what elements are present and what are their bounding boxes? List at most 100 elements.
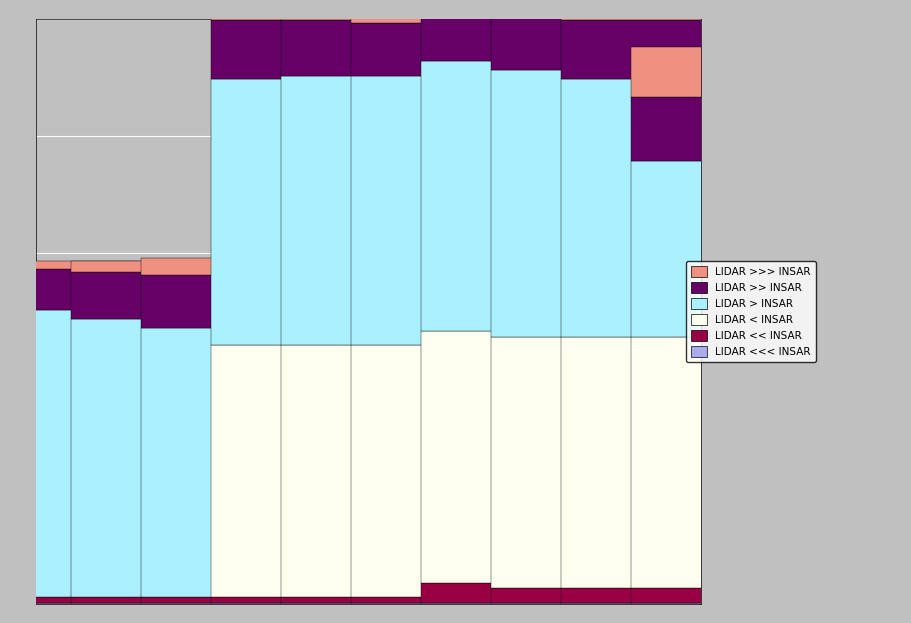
Bar (141, 597, 307, 603)
Bar (71, 319, 237, 597)
Bar (281, 597, 447, 603)
Bar (0, 264, 27, 269)
Bar (421, 12, 588, 62)
Bar (781, 69, 911, 124)
Bar (561, 603, 728, 604)
Bar (291, 597, 456, 603)
Bar (71, 272, 237, 319)
Bar (851, 69, 911, 133)
Bar (211, 21, 377, 79)
Bar (1, 269, 168, 310)
Bar (0, 264, 97, 269)
Bar (71, 597, 237, 603)
Bar (851, 587, 911, 604)
Bar (0, 603, 97, 604)
Bar (0, 305, 97, 597)
Bar (291, 260, 456, 272)
Bar (431, 597, 597, 603)
Bar (281, 76, 447, 346)
Bar (281, 21, 447, 76)
Bar (640, 602, 807, 604)
Bar (851, 320, 911, 572)
Bar (352, 597, 517, 603)
Bar (421, 583, 588, 603)
Bar (491, 336, 658, 589)
Bar (711, 554, 877, 587)
Bar (631, 589, 798, 603)
Bar (421, 603, 588, 604)
Bar (352, 24, 517, 76)
Bar (0, 603, 27, 604)
Bar (211, 346, 377, 597)
Bar (421, 331, 588, 583)
Bar (352, 76, 517, 346)
Bar (570, 597, 737, 603)
Bar (501, 599, 667, 604)
Bar (71, 603, 237, 604)
Bar (1, 310, 168, 597)
Bar (781, 51, 911, 69)
Bar (431, 9, 597, 26)
Bar (0, 305, 27, 597)
Bar (781, 575, 911, 589)
Bar (211, 603, 377, 604)
Bar (211, 3, 377, 21)
Bar (570, 346, 737, 597)
Bar (80, 537, 247, 554)
Bar (1, 603, 168, 604)
Bar (781, 589, 911, 604)
Bar (570, 14, 737, 32)
Bar (0, 597, 27, 603)
Bar (10, 600, 177, 603)
Bar (0, 269, 97, 305)
Bar (421, 62, 588, 331)
Bar (211, 79, 377, 346)
Bar (291, 328, 456, 597)
Bar (291, 603, 456, 604)
Bar (561, 3, 728, 21)
Bar (570, 88, 737, 346)
Bar (141, 275, 307, 328)
Bar (10, 568, 177, 600)
Bar (570, 603, 737, 604)
Bar (431, 603, 597, 604)
Bar (291, 272, 456, 328)
Bar (491, 0, 658, 17)
Bar (80, 599, 247, 603)
Bar (640, 567, 807, 602)
Bar (561, 79, 728, 336)
Bar (141, 328, 307, 597)
Bar (281, 346, 447, 597)
Bar (631, 97, 798, 161)
Bar (851, 133, 911, 320)
Bar (561, 336, 728, 589)
Bar (851, 572, 911, 587)
Bar (141, 258, 307, 275)
Bar (431, 82, 597, 346)
Bar (781, 124, 911, 323)
Bar (211, 597, 377, 603)
Bar (352, 603, 517, 604)
Bar (71, 260, 237, 272)
Bar (631, 336, 798, 589)
Bar (281, 3, 447, 21)
Bar (80, 554, 247, 599)
Bar (561, 21, 728, 79)
Bar (491, 589, 658, 603)
Bar (1, 260, 168, 269)
Bar (1, 597, 168, 603)
Bar (0, 597, 97, 603)
Bar (491, 70, 658, 336)
Bar (281, 603, 447, 604)
Bar (631, 161, 798, 336)
Bar (561, 589, 728, 603)
Bar (431, 26, 597, 82)
Bar (631, 47, 798, 97)
Bar (0, 269, 27, 305)
Bar (781, 323, 911, 575)
Bar (421, 0, 588, 12)
Bar (10, 548, 177, 568)
Bar (10, 603, 177, 604)
Bar (491, 603, 658, 604)
Bar (431, 346, 597, 597)
